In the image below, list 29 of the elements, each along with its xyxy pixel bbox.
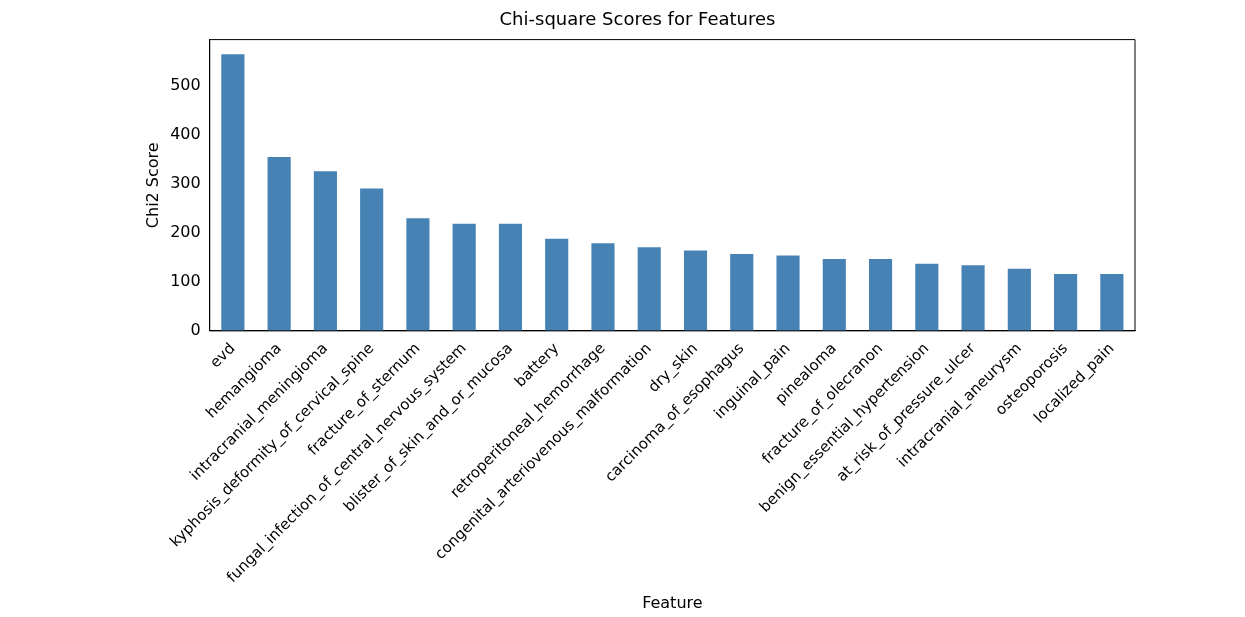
bar xyxy=(406,218,430,331)
y-tick-label: 0 xyxy=(190,320,201,340)
y-tick-label: 500 xyxy=(170,75,201,95)
bar xyxy=(360,188,384,331)
y-tick-label: 200 xyxy=(170,222,201,242)
y-tick-label: 100 xyxy=(170,271,201,291)
bar xyxy=(1007,268,1031,331)
bar xyxy=(730,254,754,331)
bar xyxy=(591,243,615,331)
chart-title: Chi-square Scores for Features xyxy=(499,8,776,30)
bar xyxy=(822,258,846,331)
bar xyxy=(915,263,939,331)
bar xyxy=(1100,274,1124,331)
bar xyxy=(961,265,985,331)
x-axis-title: Feature xyxy=(642,592,703,612)
bar xyxy=(313,171,337,331)
bar xyxy=(545,238,569,331)
bar xyxy=(776,255,800,331)
y-tick-label: 400 xyxy=(170,124,201,144)
bar xyxy=(1054,274,1078,331)
y-axis-title: Chi2 Score xyxy=(142,142,162,229)
bar xyxy=(498,223,523,331)
bar xyxy=(683,250,708,331)
bar xyxy=(637,247,661,331)
bar xyxy=(267,157,291,331)
bar xyxy=(452,223,476,331)
bar xyxy=(868,258,893,331)
bar xyxy=(221,54,245,331)
y-tick-label: 300 xyxy=(170,173,201,193)
